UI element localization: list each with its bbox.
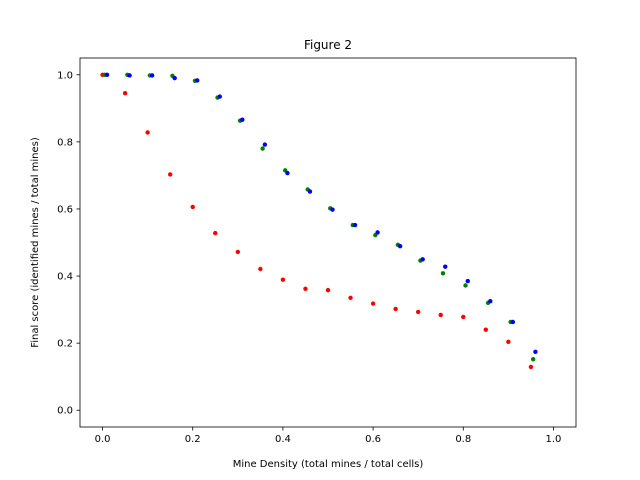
data-point-series-1	[122, 91, 128, 96]
y-tick-label: 0.0	[57, 406, 73, 417]
data-point-series-3	[330, 207, 335, 212]
data-point-series-3	[195, 78, 200, 83]
data-point-series-1	[506, 339, 511, 344]
data-point-series-2	[463, 283, 468, 288]
data-point-series-3	[488, 299, 493, 304]
data-point-series-1	[190, 204, 195, 210]
data-point-series-1	[167, 172, 173, 177]
y-tick-label: 0.4	[57, 272, 73, 283]
axes-frame	[79, 57, 577, 428]
data-point-series-3	[149, 73, 155, 78]
data-point-series-2	[260, 146, 265, 151]
x-tick-label: 0.2	[185, 434, 201, 445]
data-point-series-3	[352, 222, 358, 228]
y-tick-label: 0.2	[57, 339, 73, 350]
data-point-series-1	[370, 301, 376, 306]
x-tick-label: 1.0	[546, 434, 562, 445]
data-point-series-1	[348, 295, 353, 301]
data-point-series-1	[235, 249, 241, 255]
data-point-series-1	[483, 327, 489, 332]
data-point-series-3	[240, 117, 245, 122]
data-point-series-1	[258, 266, 263, 272]
data-point-series-1	[438, 312, 443, 318]
data-point-series-3	[217, 94, 222, 99]
x-axis-label: Mine Density (total mines / total cells)	[233, 459, 424, 470]
data-point-series-1	[415, 309, 421, 315]
data-point-series-3	[443, 264, 448, 269]
data-point-series-1	[325, 287, 331, 293]
data-point-series-3	[285, 170, 290, 176]
data-point-series-3	[307, 189, 313, 194]
plot-area	[100, 72, 538, 370]
data-point-series-1	[393, 306, 398, 312]
data-point-series-3	[375, 230, 380, 235]
data-point-series-1	[213, 230, 218, 236]
data-point-series-3	[397, 243, 403, 249]
chart-title: Figure 2	[304, 38, 352, 52]
y-axis-label: Final score (identified mines / total mi…	[30, 137, 41, 348]
data-point-series-3	[533, 349, 538, 355]
data-point-series-3	[420, 257, 425, 262]
data-point-series-3	[104, 72, 110, 77]
data-point-series-2	[530, 357, 536, 362]
x-tick-label: 0.8	[455, 434, 471, 445]
x-tick-label: 0.6	[365, 434, 381, 445]
x-tick-label: 0.4	[275, 434, 291, 445]
y-tick-label: 0.8	[57, 137, 73, 148]
data-point-series-1	[303, 286, 308, 291]
data-point-series-1	[461, 314, 466, 320]
data-point-series-1	[280, 277, 286, 282]
data-point-series-3	[465, 278, 470, 284]
data-point-series-3	[127, 73, 132, 78]
data-point-series-3	[510, 319, 516, 325]
data-point-series-3	[262, 142, 268, 147]
data-point-series-2	[440, 271, 446, 276]
y-tick-label: 1.0	[57, 70, 73, 81]
data-point-series-1	[528, 364, 534, 370]
y-tick-label: 0.6	[57, 204, 73, 215]
data-point-series-1	[145, 130, 150, 135]
x-tick-label: 0.0	[95, 434, 111, 445]
data-point-series-3	[172, 75, 177, 81]
